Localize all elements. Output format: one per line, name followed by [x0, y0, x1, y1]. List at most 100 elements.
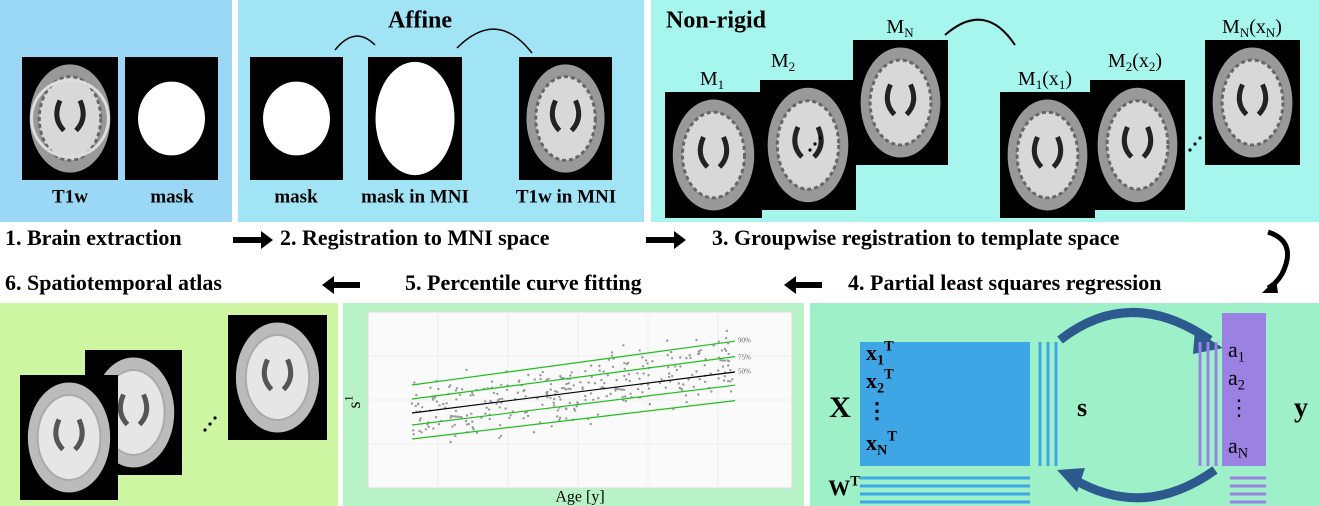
scatter-dot — [442, 403, 444, 405]
scatter-dot — [614, 389, 616, 391]
scatter-dot — [558, 396, 560, 398]
scatter-dot — [727, 364, 729, 366]
scatter-dot — [646, 362, 648, 364]
scatter-dot — [451, 426, 453, 428]
scatter-dot — [472, 426, 474, 428]
scatter-dot — [598, 369, 600, 371]
brain-image — [125, 57, 218, 180]
scatter-dot — [728, 353, 730, 355]
scatter-dot — [576, 405, 578, 407]
scatter-dot — [522, 417, 524, 419]
scatter-dot — [438, 404, 440, 406]
scatter-dot — [498, 437, 500, 439]
percentile-label: 75% — [738, 354, 751, 362]
scatter-dot — [421, 406, 423, 408]
brain-inner — [777, 101, 838, 189]
scatter-dot — [556, 415, 558, 417]
ellipsis-dot — [818, 136, 821, 139]
scatter-dot — [728, 360, 730, 362]
brain-image — [20, 375, 118, 500]
scatter-dot — [539, 374, 541, 376]
scatter-dot — [420, 431, 422, 433]
brain-inner — [682, 112, 744, 198]
scatter-dot — [584, 399, 586, 401]
scatter-dot — [527, 415, 529, 417]
scatter-dot — [619, 388, 621, 390]
brain-inner — [1017, 112, 1078, 198]
ellipsis-dot — [208, 422, 211, 425]
scatter-dot — [730, 390, 732, 392]
scatter-dot — [434, 396, 436, 398]
scatter-dot — [527, 374, 529, 376]
scatter-dot — [612, 366, 614, 368]
scatter-dot — [488, 408, 490, 410]
scatter-dot — [638, 349, 640, 351]
scatter-dot — [622, 344, 624, 346]
image-label-part: ) — [1155, 50, 1162, 72]
brain-image — [760, 80, 856, 210]
scatter-dot — [645, 359, 647, 361]
scatter-dot — [567, 382, 569, 384]
brain-image — [519, 57, 612, 180]
scatter-dot — [622, 396, 624, 398]
scatter-dot — [689, 357, 691, 359]
scatter-dot — [466, 423, 468, 425]
image-label: mask — [274, 186, 318, 207]
image-label-part: ) — [1065, 68, 1072, 90]
image-label-part: (x — [1042, 68, 1059, 90]
brain-image — [22, 57, 118, 180]
scatter-dot — [565, 383, 567, 385]
scatter-dot — [597, 397, 599, 399]
row-label-part: x — [866, 340, 877, 365]
image-label-part: M — [700, 68, 718, 90]
scatter-dot — [565, 417, 567, 419]
scatter-dot — [496, 393, 498, 395]
scatter-dot — [534, 378, 536, 380]
brain-inner — [38, 395, 101, 480]
scatter-dot — [518, 379, 520, 381]
image-label: T1w — [52, 186, 88, 207]
scatter-dot — [412, 433, 414, 435]
scatter-dot — [456, 416, 458, 418]
scatter-dot — [721, 349, 723, 351]
axis-label: Age [y] — [555, 489, 604, 506]
scatter-dot — [554, 390, 556, 392]
scatter-dot — [611, 351, 613, 353]
scatter-dot — [607, 374, 609, 376]
scatter-dot — [685, 394, 687, 396]
image-label-part: M — [771, 50, 789, 72]
scatter-dot — [508, 417, 510, 419]
scatter-dot — [432, 427, 434, 429]
brain-inner — [1107, 101, 1168, 189]
vector-label: s — [1077, 393, 1087, 422]
scatter-dot — [629, 380, 631, 382]
scatter-dot — [648, 387, 650, 389]
scatter-dot — [625, 400, 627, 402]
scatter-dot — [693, 386, 695, 388]
scatter-dot — [437, 388, 439, 390]
scatter-dot — [473, 428, 475, 430]
scatter-dot — [665, 386, 667, 388]
scatter-dot — [623, 375, 625, 377]
scatter-dot — [679, 356, 681, 358]
scatter-dot — [489, 418, 491, 420]
scatter-dot — [710, 390, 712, 392]
row-label-part: N — [877, 443, 888, 459]
scatter-dot — [500, 384, 502, 386]
scatter-dot — [611, 355, 613, 357]
scatter-dot — [561, 387, 563, 389]
a-label: ⋮ — [1228, 395, 1250, 420]
step-label: 2. Registration to MNI space — [280, 225, 550, 250]
scatter-dot — [727, 380, 729, 382]
scatter-dot — [625, 378, 627, 380]
image-label-part: 1 — [718, 77, 725, 92]
scatter-dot — [471, 421, 473, 423]
ellipsis-dot — [203, 428, 206, 431]
scatter-dot — [621, 388, 623, 390]
mask-blob — [138, 82, 205, 156]
scatter-dot — [624, 395, 626, 397]
scatter-dot — [413, 381, 415, 383]
arrow — [233, 231, 273, 249]
scatter-dot — [668, 376, 670, 378]
scatter-dot — [506, 389, 508, 391]
